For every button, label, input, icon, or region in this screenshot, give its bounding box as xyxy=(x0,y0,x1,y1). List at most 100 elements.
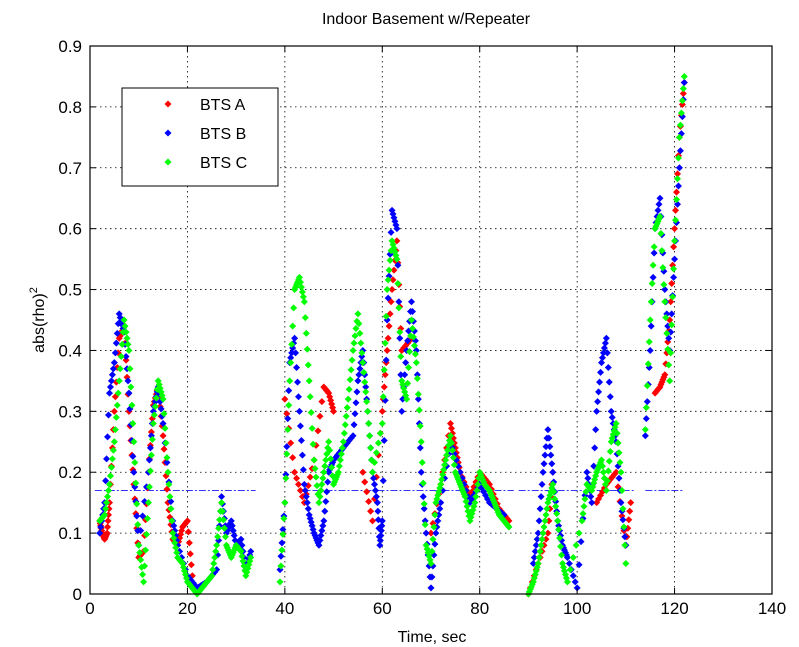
data-point xyxy=(105,411,113,419)
data-point xyxy=(373,499,381,507)
data-point xyxy=(166,493,174,501)
data-point xyxy=(106,472,114,480)
data-point xyxy=(105,480,113,488)
data-point xyxy=(662,314,670,322)
data-point xyxy=(335,462,343,470)
data-point xyxy=(602,486,610,494)
data-point xyxy=(398,407,406,415)
data-point xyxy=(393,225,401,233)
data-point xyxy=(114,389,122,397)
data-point xyxy=(146,467,154,475)
data-point xyxy=(296,278,304,286)
data-point xyxy=(173,549,181,557)
data-point xyxy=(123,334,131,342)
data-point xyxy=(213,566,221,574)
data-point xyxy=(303,345,311,353)
data-point xyxy=(612,468,620,476)
data-point xyxy=(377,527,385,535)
data-point xyxy=(165,480,173,488)
data-point xyxy=(322,456,330,464)
data-point xyxy=(387,228,395,236)
data-point xyxy=(307,409,315,417)
data-point xyxy=(308,424,316,432)
data-point xyxy=(131,458,139,466)
data-point xyxy=(671,237,679,245)
data-point xyxy=(220,524,228,532)
y-tick-label: 0.8 xyxy=(58,98,82,117)
data-point xyxy=(420,500,428,508)
data-point xyxy=(647,322,655,330)
data-point xyxy=(105,486,113,494)
data-point xyxy=(371,486,379,494)
data-point xyxy=(229,527,237,535)
data-point xyxy=(404,337,412,345)
data-point xyxy=(185,539,193,547)
data-point xyxy=(113,329,121,337)
data-point xyxy=(393,237,401,245)
data-point xyxy=(661,298,669,306)
data-point xyxy=(104,523,112,531)
data-point xyxy=(238,552,246,560)
data-point xyxy=(396,328,404,336)
data-point xyxy=(305,377,313,385)
data-point xyxy=(428,547,436,555)
data-point xyxy=(362,383,370,391)
data-point xyxy=(149,420,157,428)
data-point xyxy=(170,534,178,542)
data-point xyxy=(117,353,125,361)
data-point xyxy=(535,517,543,525)
data-point xyxy=(414,390,422,398)
data-point xyxy=(663,329,671,337)
data-point xyxy=(679,85,687,93)
data-point xyxy=(555,522,563,530)
data-point xyxy=(284,415,292,423)
data-point xyxy=(577,538,585,546)
x-axis-label: Time, sec xyxy=(398,629,467,646)
data-point xyxy=(122,353,130,361)
data-point xyxy=(558,551,566,559)
data-point xyxy=(370,474,378,482)
data-point xyxy=(295,407,303,415)
data-point xyxy=(673,170,681,178)
data-point xyxy=(439,471,447,479)
data-point xyxy=(354,310,362,318)
data-point xyxy=(320,517,328,525)
data-point xyxy=(675,133,683,141)
data-point xyxy=(278,546,286,554)
data-point xyxy=(379,477,387,485)
data-point xyxy=(125,346,133,354)
data-point xyxy=(355,371,363,379)
data-point xyxy=(111,349,119,357)
data-point xyxy=(443,451,451,459)
data-point xyxy=(386,256,394,264)
data-point xyxy=(545,434,553,442)
data-point xyxy=(227,517,235,525)
data-point xyxy=(444,446,452,454)
data-point xyxy=(341,421,349,429)
data-point xyxy=(113,401,121,409)
data-point xyxy=(673,200,681,208)
data-point xyxy=(350,421,358,429)
data-point xyxy=(151,402,159,410)
data-point xyxy=(605,457,613,465)
data-point xyxy=(543,505,551,513)
data-point xyxy=(160,445,168,453)
data-point xyxy=(141,562,149,570)
data-point xyxy=(419,493,427,501)
data-point xyxy=(554,517,562,525)
data-point xyxy=(96,529,104,537)
data-point xyxy=(670,265,678,273)
data-point xyxy=(169,529,177,537)
data-point xyxy=(285,387,293,395)
data-point xyxy=(370,458,378,466)
data-point xyxy=(541,517,549,525)
data-point xyxy=(473,486,481,494)
data-point xyxy=(421,521,429,529)
data-point xyxy=(622,560,630,568)
data-point xyxy=(369,468,377,476)
data-point xyxy=(578,517,586,525)
data-point xyxy=(296,486,304,494)
data-point xyxy=(579,510,587,518)
data-point xyxy=(395,298,403,306)
